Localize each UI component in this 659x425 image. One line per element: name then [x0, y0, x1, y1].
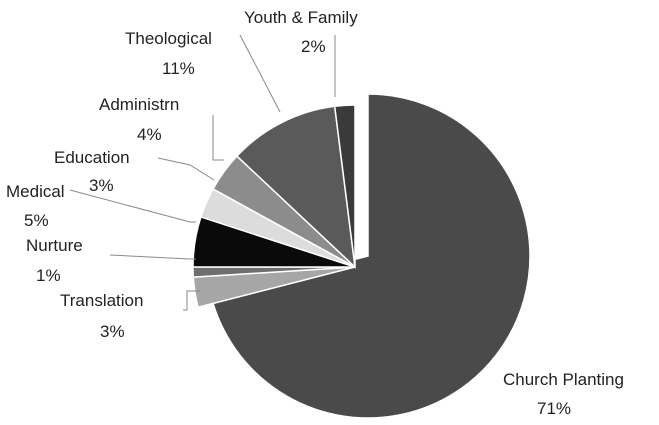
label-translation-value: 3% — [100, 322, 125, 341]
pie-slice-theological — [235, 105, 357, 269]
pie-slice-youth-family — [333, 104, 356, 268]
label-church-planting-name: Church Planting — [503, 370, 624, 389]
label-nurture-name: Nurture — [26, 236, 83, 255]
leader-line-administrn — [212, 115, 224, 161]
leader-line-medical — [69, 189, 196, 223]
label-church-planting-value: 71% — [537, 399, 571, 418]
leader-line-education — [157, 157, 215, 181]
pie-slices — [192, 93, 531, 419]
label-education-value: 3% — [89, 176, 114, 195]
label-youth-family-value: 2% — [301, 37, 326, 56]
label-youth-family-name: Youth & Family — [244, 8, 358, 27]
slice-labels: Church Planting 71% Translation 3% Nurtu… — [6, 8, 624, 418]
label-translation-name: Translation — [60, 291, 143, 310]
label-administrn-name: Administrn — [99, 95, 179, 114]
label-theological-value: 11% — [162, 59, 195, 78]
label-medical-name: Medical — [6, 182, 65, 201]
leader-line-nurture — [109, 254, 196, 260]
label-medical-value: 5% — [24, 211, 49, 230]
pie-slice-church-planting — [210, 93, 531, 419]
label-education-name: Education — [54, 148, 130, 167]
label-administrn-value: 4% — [137, 125, 162, 144]
leader-line-theological — [239, 34, 281, 113]
leader-lines — [69, 34, 336, 311]
leader-line-translation — [183, 290, 200, 311]
label-theological-name: Theological — [125, 29, 212, 48]
label-nurture-value: 1% — [36, 266, 61, 285]
